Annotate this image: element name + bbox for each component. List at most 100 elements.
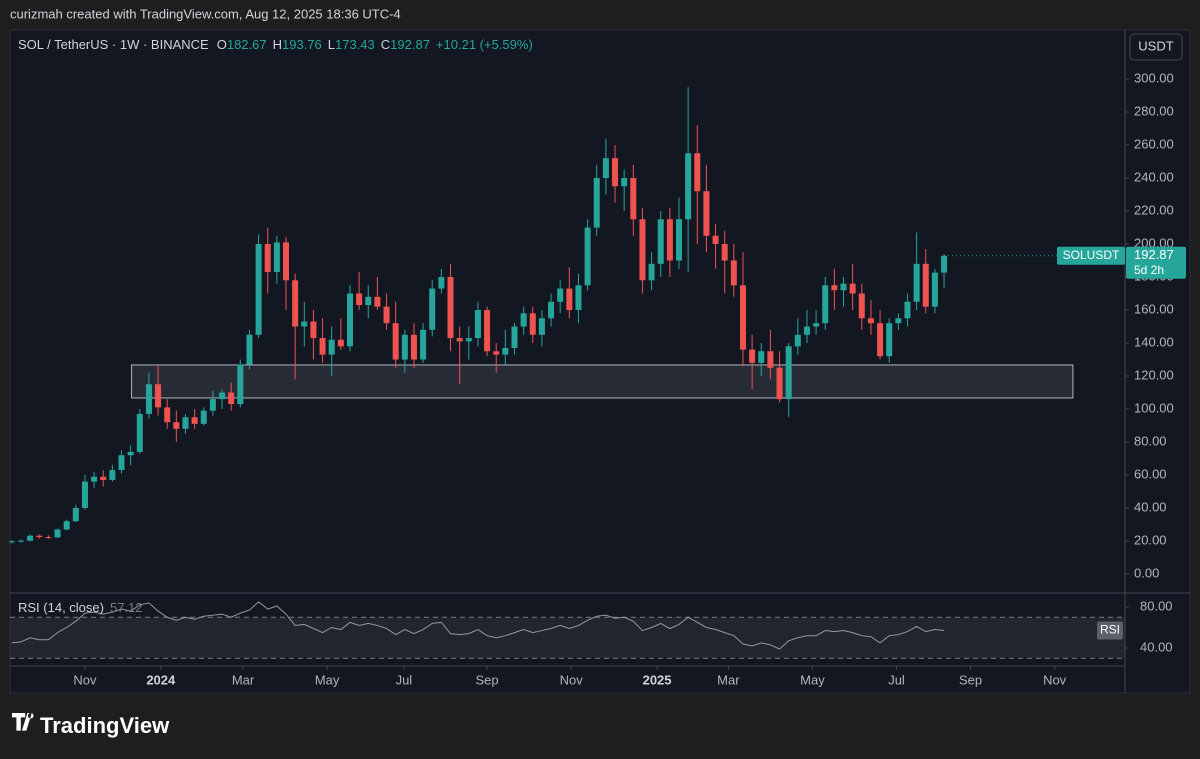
candle-body bbox=[730, 260, 737, 286]
header: curizmah created with TradingView.com, A… bbox=[10, 6, 401, 21]
candle-body bbox=[456, 338, 463, 342]
y-tick-label: 200.00 bbox=[1134, 235, 1174, 250]
candle-body bbox=[164, 407, 171, 423]
candle-body bbox=[383, 306, 390, 324]
candle-body bbox=[447, 277, 454, 339]
candle-body bbox=[484, 310, 491, 352]
legend: SOL / TetherUS · 1W · BINANCE O182.67 H193… bbox=[18, 37, 533, 52]
rsi-line bbox=[11, 601, 945, 650]
x-tick-label: Nov bbox=[1043, 672, 1067, 687]
candle-body bbox=[676, 219, 682, 261]
x-tick-label: Sep bbox=[476, 672, 499, 687]
candle-body bbox=[941, 255, 948, 273]
x-tick-label: Nov bbox=[560, 672, 584, 687]
x-tick-label: May bbox=[315, 672, 340, 687]
candle-body bbox=[8, 541, 15, 543]
x-tick-label: 2024 bbox=[146, 672, 176, 687]
candle-body bbox=[557, 288, 564, 302]
candle-body bbox=[17, 540, 24, 542]
candle-body bbox=[374, 296, 381, 307]
candle-body bbox=[749, 349, 756, 363]
candle-body bbox=[721, 244, 728, 261]
currency[interactable]: USDT bbox=[1138, 38, 1173, 53]
y-tick-label: 20.00 bbox=[1134, 532, 1167, 547]
rsi-name: RSI (14, close) bbox=[18, 600, 104, 615]
candle-body bbox=[813, 323, 820, 327]
change: +10.21 (+5.59%) bbox=[436, 37, 533, 52]
candle-body bbox=[45, 537, 52, 539]
candle-body bbox=[694, 153, 701, 192]
low-key: L bbox=[328, 37, 335, 52]
candle-body bbox=[803, 326, 810, 335]
candle-body bbox=[657, 219, 664, 264]
candle-body bbox=[36, 535, 43, 538]
support-zone bbox=[131, 364, 1074, 399]
y-tick-label: 300.00 bbox=[1134, 70, 1174, 85]
rsi-tag: RSI bbox=[1100, 623, 1120, 637]
x-tick-label: Jul bbox=[888, 672, 905, 687]
candle-body bbox=[319, 338, 326, 355]
x-tick-label: Nov bbox=[73, 672, 97, 687]
candle-body bbox=[602, 158, 609, 179]
candle-body bbox=[63, 521, 70, 530]
price-tag-box bbox=[1126, 246, 1186, 279]
y-tick-label: 80.00 bbox=[1134, 433, 1167, 448]
candle-body bbox=[420, 329, 427, 360]
candle-body bbox=[922, 263, 929, 307]
y-tick-label: 40.00 bbox=[1134, 499, 1167, 514]
candle-body bbox=[173, 422, 180, 429]
candle-body bbox=[392, 323, 399, 360]
candle-body bbox=[502, 347, 509, 355]
candle-body bbox=[831, 285, 838, 291]
candle-body bbox=[822, 285, 829, 324]
close-key: C bbox=[381, 37, 390, 52]
candle-body bbox=[410, 334, 417, 360]
candle-body bbox=[310, 321, 317, 339]
candle-body bbox=[301, 321, 308, 327]
y-tick-label: 220.00 bbox=[1134, 202, 1174, 217]
candle-body bbox=[283, 242, 290, 281]
candle-body bbox=[337, 339, 344, 347]
candle-body bbox=[81, 481, 88, 509]
candle-body bbox=[840, 283, 847, 291]
price-tag-name-box bbox=[1057, 246, 1125, 265]
candle-body bbox=[155, 384, 162, 408]
logo-mark bbox=[12, 713, 34, 731]
candle-body bbox=[739, 285, 746, 350]
currency-button[interactable] bbox=[1129, 33, 1183, 61]
candle-body bbox=[584, 227, 591, 286]
candle-body bbox=[209, 399, 216, 411]
y-tick-label: 120.00 bbox=[1134, 367, 1174, 382]
candle-body bbox=[255, 244, 262, 335]
candle-body bbox=[246, 334, 253, 365]
y-tick-label: 100.00 bbox=[1134, 400, 1174, 415]
candle-body bbox=[703, 191, 710, 236]
chart-panel bbox=[9, 29, 1191, 694]
open-value: 182.67 bbox=[227, 37, 267, 52]
candle-body bbox=[100, 476, 107, 480]
y-tick-label: 160.00 bbox=[1134, 301, 1174, 316]
candle-body bbox=[465, 338, 472, 342]
candle-body bbox=[548, 301, 555, 319]
candle-body bbox=[931, 272, 938, 307]
rsi-tag-box bbox=[1097, 621, 1123, 640]
candle-body bbox=[91, 476, 98, 482]
candle-body bbox=[54, 529, 61, 538]
y-tick-label: 280.00 bbox=[1134, 103, 1174, 118]
candle-body bbox=[895, 318, 902, 324]
candle-body bbox=[904, 301, 911, 319]
x-tick-label: 2025 bbox=[643, 672, 672, 687]
candle-body bbox=[474, 310, 481, 339]
candle-body bbox=[136, 413, 143, 452]
candle-body bbox=[438, 277, 445, 289]
y-tick-label: 260.00 bbox=[1134, 136, 1174, 151]
close-value: 192.87 bbox=[390, 37, 430, 52]
candle-body bbox=[685, 153, 692, 220]
candle-body bbox=[401, 334, 408, 360]
candle-body bbox=[630, 178, 637, 220]
candle-body bbox=[867, 318, 874, 324]
candle-body bbox=[264, 244, 271, 273]
candle-body bbox=[612, 158, 619, 187]
price-tag-name: SOLUSDT bbox=[1063, 248, 1120, 262]
rsi-legend: RSI (14, close) 57.12 bbox=[18, 600, 143, 615]
